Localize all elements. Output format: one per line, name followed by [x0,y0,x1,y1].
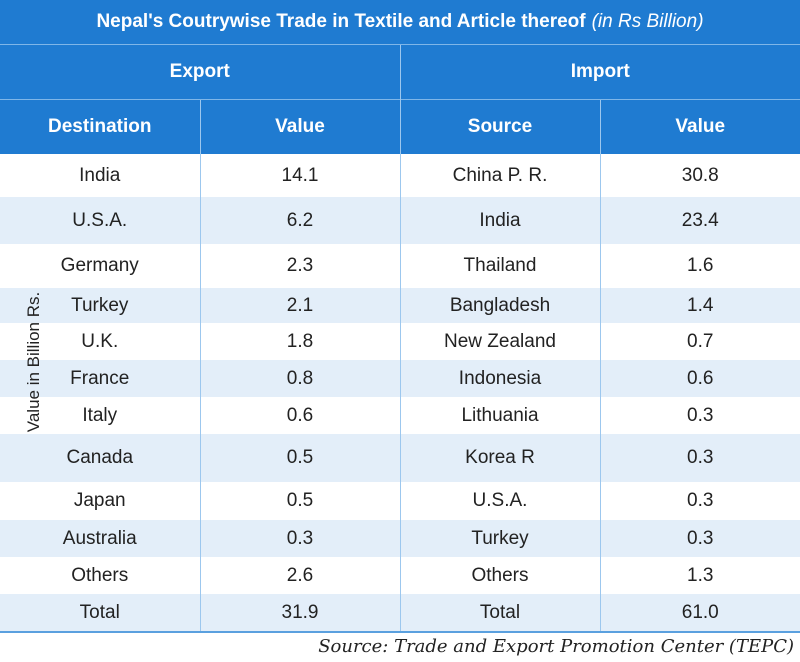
destination-cell: Italy [0,397,200,434]
source-cell: Bangladesh [399,288,600,323]
source-cell: Total [399,594,600,633]
table-row: U.S.A. 6.2 India 23.4 [0,197,800,244]
export-value-cell: 14.1 [199,154,400,197]
table-row: Turkey 2.1 Bangladesh 1.4 [0,288,800,323]
import-value-cell: 61.0 [599,594,800,633]
import-value-cell: 1.4 [599,288,800,323]
destination-cell: Canada [0,434,200,482]
source-cell: India [399,197,600,244]
export-value-cell: 6.2 [199,197,400,244]
destination-header: Destination [0,99,200,154]
import-header: Import [399,44,800,100]
import-value-header: Value [599,99,800,154]
export-header: Export [0,44,400,100]
source-cell: Thailand [399,244,600,288]
table-body: India 14.1 China P. R. 30.8 U.S.A. 6.2 India 23… [0,154,800,633]
import-value-cell: 0.3 [599,482,800,520]
import-value-cell: 0.3 [599,434,800,482]
import-value-cell: 0.6 [599,360,800,397]
destination-cell: Japan [0,482,200,520]
import-value-cell: 1.6 [599,244,800,288]
export-value-cell: 1.8 [199,323,400,360]
import-value-cell: 1.3 [599,557,800,594]
trade-table-figure: Nepal's Coutrywise Trade in Textile and … [0,0,800,633]
export-value-cell: 2.1 [199,288,400,323]
export-value-cell: 0.6 [199,397,400,434]
source-note: Source: Trade and Export Promotion Cente… [318,636,794,657]
destination-cell: U.S.A. [0,197,200,244]
export-value-cell: 0.3 [199,520,400,557]
source-cell: Korea R [399,434,600,482]
destination-cell: India [0,154,200,197]
title-text: Nepal's Coutrywise Trade in Textile and … [96,11,586,32]
destination-cell: Total [0,594,200,633]
title-unit: (in Rs Billion) [591,11,704,32]
source-cell: New Zealand [399,323,600,360]
import-value-cell: 0.3 [599,397,800,434]
table-row: Canada 0.5 Korea R 0.3 [0,434,800,482]
destination-cell: Australia [0,520,200,557]
export-value-cell: 0.5 [199,482,400,520]
source-cell: U.S.A. [399,482,600,520]
destination-cell: Others [0,557,200,594]
table-row: Australia 0.3 Turkey 0.3 [0,520,800,557]
column-header-row: Destination Value Source Value [0,99,800,154]
table-row: Others 2.6 Others 1.3 [0,557,800,594]
group-header-row: Export Import [0,44,800,100]
import-value-cell: 23.4 [599,197,800,244]
table-row: U.K. 1.8 New Zealand 0.7 [0,323,800,360]
side-axis-label: Value in Billion Rs. [24,291,43,433]
import-value-cell: 30.8 [599,154,800,197]
table-row: Germany 2.3 Thailand 1.6 [0,244,800,288]
source-cell: China P. R. [399,154,600,197]
import-value-cell: 0.3 [599,520,800,557]
source-cell: Turkey [399,520,600,557]
export-value-header: Value [199,99,400,154]
destination-cell: France [0,360,200,397]
destination-cell: Germany [0,244,200,288]
export-value-cell: 0.8 [199,360,400,397]
table-row: France 0.8 Indonesia 0.6 [0,360,800,397]
export-value-cell: 31.9 [199,594,400,633]
destination-cell: Turkey [0,288,200,323]
export-value-cell: 2.3 [199,244,400,288]
trade-table: Export Import Destination Value Source V… [0,44,800,633]
table-row: India 14.1 China P. R. 30.8 [0,154,800,197]
import-value-cell: 0.7 [599,323,800,360]
source-cell: Others [399,557,600,594]
source-header: Source [399,99,600,154]
destination-cell: U.K. [0,323,200,360]
source-cell: Indonesia [399,360,600,397]
table-row: Total 31.9 Total 61.0 [0,594,800,633]
table-row: Japan 0.5 U.S.A. 0.3 [0,482,800,520]
source-cell: Lithuania [399,397,600,434]
export-value-cell: 2.6 [199,557,400,594]
export-value-cell: 0.5 [199,434,400,482]
table-row: Italy 0.6 Lithuania 0.3 [0,397,800,434]
table-title: Nepal's Coutrywise Trade in Textile and … [0,0,800,44]
